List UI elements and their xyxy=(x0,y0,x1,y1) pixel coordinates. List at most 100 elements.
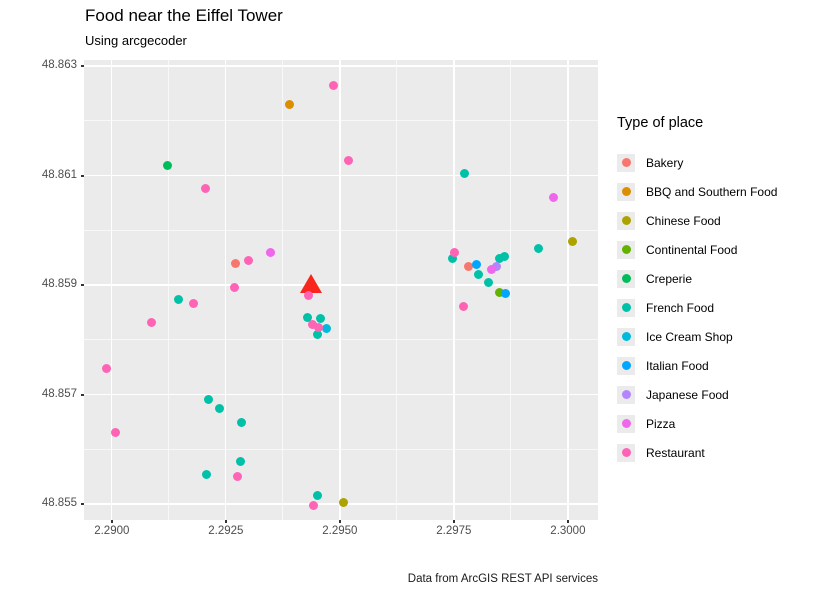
legend-swatch-icon xyxy=(621,245,631,254)
gridline-major-x xyxy=(567,60,569,520)
legend-items: Bakery BBQ and Southern Food Chinese Food C… xyxy=(617,148,777,467)
data-point-french-food xyxy=(460,169,470,179)
data-point-restaurant xyxy=(189,298,199,308)
legend-swatch-icon xyxy=(621,216,631,225)
gridline-major-y xyxy=(84,65,598,67)
data-point-restaurant xyxy=(244,256,254,266)
y-axis-tick xyxy=(81,503,84,505)
legend-item-label: BBQ and Southern Food xyxy=(646,184,778,199)
legend-item-label: Japanese Food xyxy=(646,387,729,402)
legend-swatch-icon xyxy=(621,332,631,341)
data-point-french-food xyxy=(202,470,212,480)
legend-item-label: Continental Food xyxy=(646,242,738,257)
legend-item-italian-food: Italian Food xyxy=(617,351,777,380)
legend-key xyxy=(617,298,635,317)
x-tick-label: 2.2900 xyxy=(94,525,130,537)
legend-key xyxy=(617,153,635,172)
legend-swatch-icon xyxy=(621,390,631,399)
legend-key xyxy=(617,443,635,462)
data-point-pizza xyxy=(266,247,276,257)
data-point-restaurant xyxy=(111,428,121,438)
data-point-restaurant xyxy=(314,322,324,332)
data-point-french-food xyxy=(500,251,510,261)
data-point-french-food xyxy=(484,277,494,287)
gridline-minor-x xyxy=(282,60,284,520)
legend-swatch-icon xyxy=(621,448,631,457)
data-point-ice-cream-shop xyxy=(322,323,332,333)
legend-item-french-food: French Food xyxy=(617,293,777,322)
x-axis-tick xyxy=(452,520,455,523)
legend-swatch-icon xyxy=(621,419,631,428)
legend-item-bbq-and-southern-food: BBQ and Southern Food xyxy=(617,177,777,206)
legend-item-creperie: Creperie xyxy=(617,264,777,293)
data-point-french-food xyxy=(474,269,484,279)
data-point-restaurant xyxy=(308,320,318,330)
data-point-french-food xyxy=(312,330,322,340)
y-tick-label: 48.863 xyxy=(41,59,77,72)
legend-key xyxy=(617,385,635,404)
data-point-restaurant xyxy=(328,80,338,90)
legend-item-chinese-food: Chinese Food xyxy=(617,206,777,235)
data-point-french-food xyxy=(448,253,458,263)
x-axis-tick xyxy=(224,520,227,523)
legend-swatch-icon xyxy=(621,187,631,196)
chart-title: Food near the Eiffel Tower xyxy=(85,6,283,25)
legend-swatch-icon xyxy=(621,303,631,312)
data-point-bakery xyxy=(463,262,473,272)
legend-item-label: Creperie xyxy=(646,271,693,286)
legend-key xyxy=(617,211,635,230)
eiffel-tower-marker xyxy=(299,274,322,294)
data-point-japanese-food xyxy=(492,262,502,272)
data-point-french-food xyxy=(204,395,214,405)
data-point-restaurant xyxy=(233,471,243,481)
data-point-french-food xyxy=(313,491,323,501)
gridline-major-y xyxy=(84,284,598,286)
data-point-pizza xyxy=(549,193,559,203)
plot-panel xyxy=(84,60,598,520)
gridline-minor-x xyxy=(168,60,170,520)
legend-item-pizza: Pizza xyxy=(617,409,777,438)
legend-swatch-icon xyxy=(621,158,631,167)
data-point-restaurant xyxy=(343,155,353,165)
data-point-italian-food xyxy=(472,259,482,269)
legend-key xyxy=(617,356,635,375)
data-point-bakery xyxy=(231,258,241,268)
data-point-chinese-food xyxy=(339,498,349,508)
x-axis-tick xyxy=(110,520,113,523)
legend-swatch-icon xyxy=(621,274,631,283)
data-point-french-food xyxy=(534,244,544,254)
legend-item-japanese-food: Japanese Food xyxy=(617,380,777,409)
legend-item-bakery: Bakery xyxy=(617,148,777,177)
data-point-restaurant xyxy=(309,500,319,510)
y-axis-tick xyxy=(81,284,84,287)
legend-item-ice-cream-shop: Ice Cream Shop xyxy=(617,322,777,351)
x-tick-label: 2.2975 xyxy=(436,525,472,537)
data-point-french-food xyxy=(495,253,505,263)
y-axis-tick xyxy=(81,393,84,396)
data-point-restaurant xyxy=(147,318,157,328)
chart-caption: Data from ArcGIS REST API services xyxy=(407,573,598,585)
data-point-pizza xyxy=(487,264,497,274)
data-point-french-food xyxy=(174,295,184,305)
legend-item-label: Pizza xyxy=(646,416,676,431)
x-axis-tick xyxy=(338,520,341,523)
data-point-creperie xyxy=(163,160,173,170)
y-tick-label: 48.861 xyxy=(41,168,77,181)
legend-key xyxy=(617,240,635,259)
gridline-minor-x xyxy=(396,60,398,520)
data-point-bbq-and-southern-food xyxy=(285,100,295,110)
legend-item-label: Restaurant xyxy=(646,445,705,460)
data-point-italian-food xyxy=(501,289,511,299)
gridline-minor-y xyxy=(84,229,598,231)
data-point-restaurant xyxy=(304,291,314,301)
legend-swatch-icon xyxy=(621,361,631,370)
gridline-major-y xyxy=(84,174,598,177)
data-point-french-food xyxy=(237,418,247,428)
gridline-major-x xyxy=(453,60,455,520)
gridline-major-x xyxy=(111,60,113,520)
data-point-chinese-food xyxy=(567,236,577,246)
data-point-french-food xyxy=(236,457,246,467)
x-tick-label: 2.2950 xyxy=(322,525,358,537)
gridline-major-x xyxy=(339,60,341,520)
